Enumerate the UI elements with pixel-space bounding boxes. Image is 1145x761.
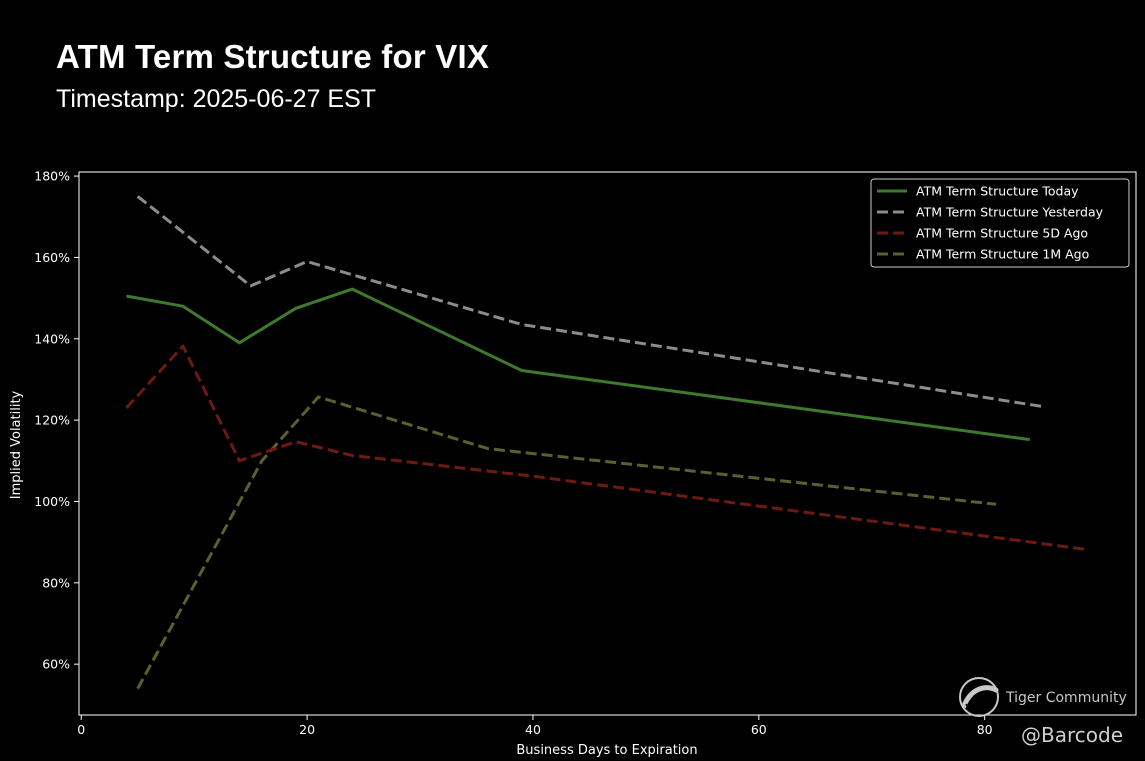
watermark-handle: @Barcode [1021, 723, 1123, 747]
x-tick-label: 60 [751, 722, 767, 737]
legend-label-0: ATM Term Structure Today [916, 184, 1079, 199]
y-axis: 60% 80% 100% 120% 140% 160% 180% [34, 169, 79, 672]
y-axis-label: Implied Volatility [9, 390, 24, 499]
y-tick-label: 140% [34, 331, 70, 346]
series-layer [125, 195, 1087, 690]
x-tick-label: 80 [977, 722, 993, 737]
watermark: Tiger Community [959, 677, 1127, 717]
tiger-logo-icon [959, 677, 999, 717]
watermark-brand: Tiger Community [1005, 690, 1127, 706]
page-subtitle: Timestamp: 2025-06-27 EST [56, 85, 377, 113]
series-line-3 [136, 395, 997, 690]
y-tick-label: 80% [42, 575, 70, 590]
series-line-0 [126, 287, 1031, 442]
y-tick-label: 120% [34, 413, 70, 428]
x-tick-label: 0 [77, 722, 85, 737]
y-tick-label: 100% [34, 494, 70, 509]
legend-label-1: ATM Term Structure Yesterday [916, 205, 1104, 220]
legend-frame [870, 178, 1130, 268]
y-tick-label: 180% [34, 169, 70, 184]
legend: ATM Term Structure Today ATM Term Structu… [870, 178, 1130, 268]
x-tick-label: 20 [299, 722, 315, 737]
y-tick-label: 160% [34, 250, 70, 265]
y-tick-label: 60% [42, 657, 70, 672]
page-title: ATM Term Structure for VIX [56, 38, 490, 75]
series-line-1 [136, 195, 1042, 408]
x-axis-label: Business Days to Expiration [516, 743, 697, 758]
legend-label-2: ATM Term Structure 5D Ago [916, 226, 1088, 241]
series-line-2 [125, 344, 1087, 551]
legend-label-3: ATM Term Structure 1M Ago [916, 247, 1089, 262]
x-axis: 0 20 40 60 80 [77, 715, 993, 737]
x-tick-label: 40 [525, 722, 541, 737]
